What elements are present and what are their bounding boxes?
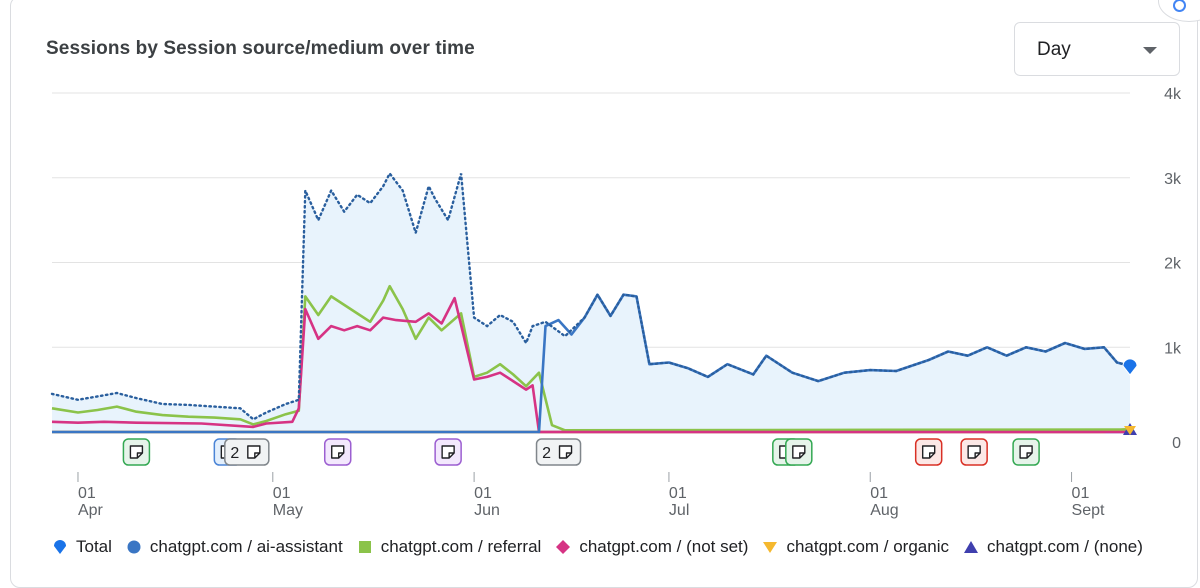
note-icon [558, 445, 573, 459]
annotation-marker[interactable] [914, 438, 943, 466]
note-icon [967, 445, 981, 459]
note-icon [921, 445, 936, 459]
annotation-marker[interactable] [323, 438, 352, 466]
note-icon [331, 445, 345, 459]
x-tick-month: Apr [78, 502, 104, 519]
x-tick-month: Sept [1072, 502, 1105, 519]
x-tick-month: Aug [870, 502, 898, 519]
legend-item[interactable]: chatgpt.com / referral [357, 537, 542, 557]
x-tick-day: 01 [1072, 485, 1090, 502]
legend-item[interactable]: chatgpt.com / (not set) [555, 537, 748, 557]
y-tick-label: 4k [1164, 86, 1182, 103]
annotation-marker[interactable] [1012, 438, 1040, 466]
chart-legend: Total chatgpt.com / ai-assistant chatgpt.c… [52, 536, 1157, 558]
circle-icon [127, 540, 141, 554]
total-area-fill [52, 173, 1130, 432]
x-tick-day: 01 [474, 485, 492, 502]
organic-end-marker [1124, 426, 1136, 435]
series-end-markers [1122, 358, 1138, 435]
note-icon [247, 445, 261, 459]
series-lines [50, 171, 1132, 434]
series-line-total [50, 171, 1132, 421]
y-tick-label: 2k [1164, 256, 1182, 273]
note-icon [441, 445, 455, 459]
x-tick-month: May [273, 502, 303, 519]
annotation-marker[interactable]: 2 [535, 438, 582, 466]
total-end-marker [1122, 358, 1138, 376]
y-axis-labels: 0 1k 2k 3k 4k [1164, 86, 1182, 452]
diamond-icon [556, 540, 571, 554]
triangle-down-icon [763, 542, 778, 553]
legend-item[interactable]: Total [52, 537, 112, 557]
x-tick-day: 01 [78, 485, 96, 502]
annotation-marker[interactable] [960, 438, 988, 466]
series-line [51, 284, 1131, 432]
chevron-down-icon [1143, 47, 1157, 54]
annotation-marker[interactable] [122, 438, 151, 466]
x-tick-day: 01 [669, 485, 687, 502]
square-icon [358, 541, 371, 553]
y-tick-label: 3k [1164, 171, 1182, 188]
legend-item[interactable]: chatgpt.com / (none) [963, 537, 1143, 557]
legend-item[interactable]: chatgpt.com / ai-assistant [126, 537, 343, 557]
annotation-marker[interactable] [434, 438, 462, 466]
annotation-count: 2 [230, 445, 239, 462]
legend-label: chatgpt.com / (not set) [579, 537, 749, 556]
x-tick-day: 01 [870, 485, 888, 502]
legend-label: chatgpt.com / referral [380, 537, 542, 556]
series-line [51, 296, 1130, 434]
legend-label: Total [76, 537, 112, 556]
note-icon [1019, 445, 1033, 459]
legend-label: chatgpt.com / (none) [986, 537, 1143, 556]
annotation-marker[interactable]: 2 [224, 438, 270, 466]
x-tick-month: Jun [474, 502, 500, 519]
total-area [52, 173, 1130, 432]
note-icon [129, 445, 144, 459]
legend-item[interactable]: chatgpt.com / organic [762, 537, 949, 557]
x-tick-day: 01 [273, 485, 291, 502]
chart-card [10, 0, 1198, 588]
granularity-value: Day [1037, 39, 1071, 60]
legend-label: chatgpt.com / ai-assistant [149, 537, 343, 556]
annotation-count: 2 [542, 445, 551, 462]
legend-label: chatgpt.com / organic [786, 537, 949, 556]
triangle-up-icon [963, 541, 978, 553]
y-tick-label: 1k [1164, 340, 1182, 357]
x-tick-month: Jul [669, 502, 689, 519]
search-icon [1173, 0, 1186, 12]
granularity-select[interactable]: Day [1014, 22, 1180, 76]
chart-title: Sessions by Session source/medium over t… [46, 38, 475, 59]
annotation-marker[interactable] [785, 438, 813, 466]
pin-icon [54, 540, 66, 554]
y-tick-label: 0 [1172, 435, 1181, 452]
note-icon [792, 445, 806, 459]
